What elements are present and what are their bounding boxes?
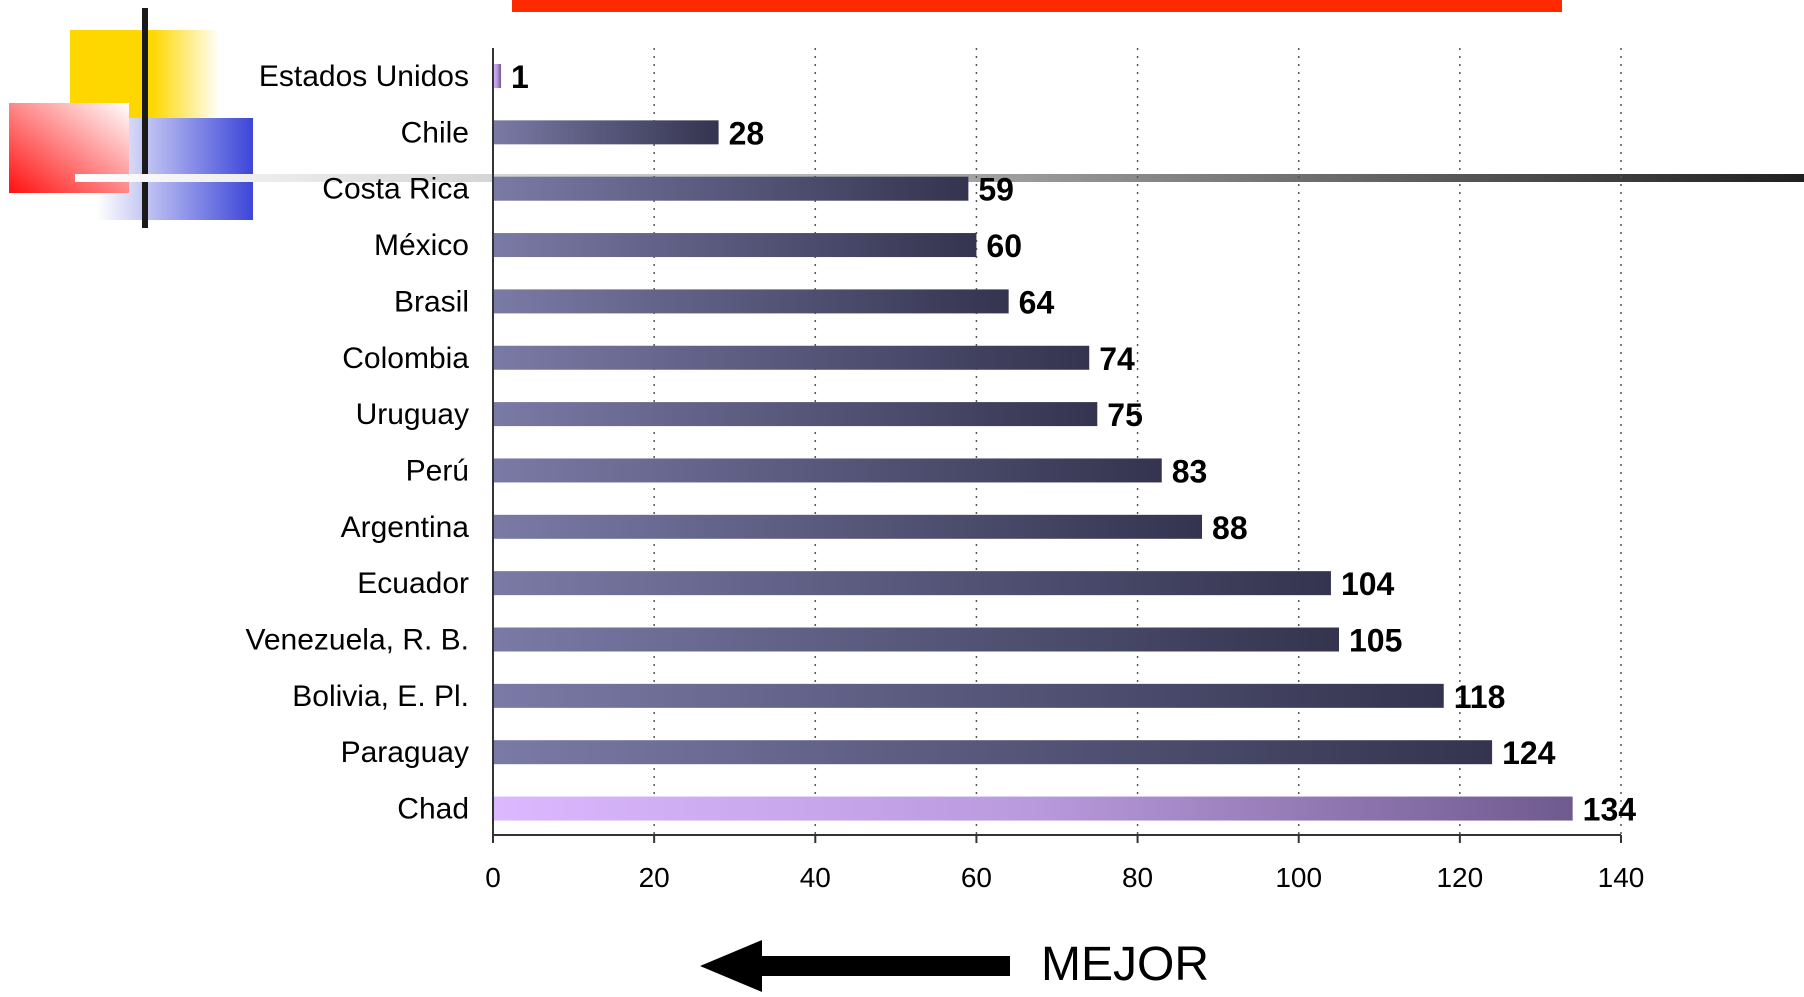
category-label: Bolivia, E. Pl. xyxy=(292,680,469,713)
category-label: Venezuela, R. B. xyxy=(246,624,469,657)
bar xyxy=(493,64,502,88)
category-label: Uruguay xyxy=(356,398,469,431)
category-label: Colombia xyxy=(342,342,469,375)
data-label: 134 xyxy=(1583,792,1637,828)
x-axis: 0 20 40 60 80 100 120 140 xyxy=(485,48,1644,893)
data-label: 59 xyxy=(978,172,1014,208)
bar xyxy=(493,514,1203,539)
bar xyxy=(493,289,1009,314)
data-label: 1 xyxy=(511,59,529,95)
bar xyxy=(493,458,1162,483)
category-label: Ecuador xyxy=(357,567,469,600)
x-tick-label: 40 xyxy=(800,862,831,893)
bar xyxy=(493,571,1331,596)
category-label: Estados Unidos xyxy=(259,60,469,93)
decorative-logo xyxy=(9,8,253,228)
x-tick-label: 20 xyxy=(639,862,670,893)
x-tick-label: 0 xyxy=(485,862,501,893)
x-tick-label: 140 xyxy=(1598,862,1645,893)
bar xyxy=(493,683,1444,708)
data-label: 74 xyxy=(1099,341,1135,377)
data-label: 83 xyxy=(1172,453,1208,489)
category-label: Chile xyxy=(401,116,469,149)
bar xyxy=(493,627,1339,652)
category-label: Costa Rica xyxy=(322,173,469,206)
bar xyxy=(493,120,719,145)
left-arrow-shaft xyxy=(748,956,1010,976)
bar xyxy=(493,796,1573,821)
x-tick-label: 120 xyxy=(1436,862,1483,893)
x-tick-label: 100 xyxy=(1275,862,1322,893)
data-label: 105 xyxy=(1349,623,1402,659)
top-accent-bar xyxy=(512,0,1562,12)
mejor-label: MEJOR xyxy=(1041,938,1209,991)
bar xyxy=(493,233,977,258)
left-arrow-icon xyxy=(700,940,762,992)
bar xyxy=(493,740,1493,765)
bar xyxy=(493,402,1098,427)
data-label: 88 xyxy=(1212,510,1248,546)
category-label: Chad xyxy=(397,793,469,826)
bar xyxy=(493,176,969,201)
bars xyxy=(493,64,1573,821)
data-label: 104 xyxy=(1341,566,1395,602)
data-label: 75 xyxy=(1107,397,1143,433)
x-tick-label: 60 xyxy=(961,862,992,893)
grid xyxy=(653,48,1622,835)
data-label: 64 xyxy=(1019,284,1055,320)
data-label: 28 xyxy=(729,115,765,151)
data-label: 124 xyxy=(1502,735,1556,771)
category-label: Perú xyxy=(406,454,469,487)
better-direction-indicator: MEJOR xyxy=(700,938,1209,992)
category-label: Paraguay xyxy=(341,736,469,769)
bar xyxy=(493,345,1090,370)
category-label: Brasil xyxy=(394,285,469,318)
category-labels: Estados Unidos Chile Costa Rica México Brasi… xyxy=(246,60,470,826)
data-label: 60 xyxy=(986,228,1022,264)
category-label: Argentina xyxy=(341,511,470,544)
x-tick-label: 80 xyxy=(1122,862,1153,893)
data-label: 118 xyxy=(1454,679,1506,715)
category-label: México xyxy=(374,229,469,262)
